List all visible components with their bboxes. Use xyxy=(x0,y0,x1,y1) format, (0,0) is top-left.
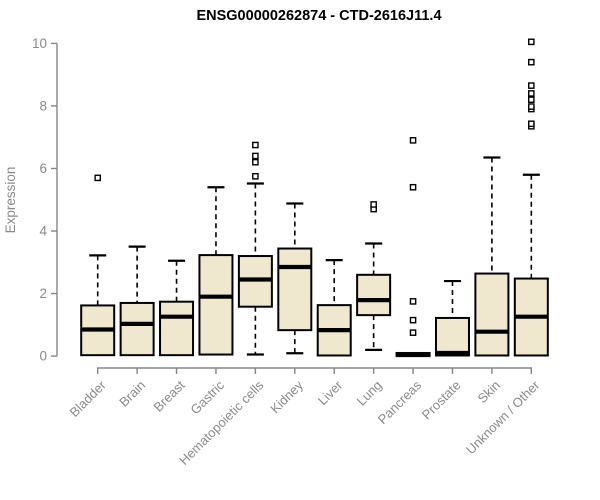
x-tick-label-prostate: Prostate xyxy=(419,378,464,423)
outlier-unknown-other xyxy=(528,103,535,110)
boxplot-kidney xyxy=(277,202,313,355)
outlier-pancreas xyxy=(409,298,417,305)
chart-title: ENSG00000262874 - CTD-2616J11.4 xyxy=(196,8,441,24)
x-tick-label-skin: Skin xyxy=(475,378,503,406)
outlier-hematopoietic-cells xyxy=(252,152,259,160)
outlier-hematopoietic-cells xyxy=(252,172,259,180)
x-tick-label-unknown-other: Unknown / Other xyxy=(463,377,543,457)
outlier-hematopoietic-cells xyxy=(252,158,259,166)
outlier-unknown-other xyxy=(528,90,535,97)
box-brain xyxy=(119,301,155,357)
outlier-bladder xyxy=(94,174,101,182)
outlier-unknown-other xyxy=(528,58,535,66)
outlier-unknown-other xyxy=(528,38,535,46)
boxplot-prostate xyxy=(434,279,470,357)
boxplot-liver xyxy=(316,259,352,357)
boxplot-skin xyxy=(474,156,510,357)
y-axis-label: Expression xyxy=(3,167,18,234)
outlier-pancreas xyxy=(409,183,417,191)
box-breast xyxy=(159,300,195,357)
x-tick-label-liver: Liver xyxy=(315,377,346,408)
outlier-unknown-other xyxy=(528,82,535,89)
outlier-hematopoietic-cells xyxy=(252,141,259,149)
outlier-unknown-other xyxy=(528,120,535,128)
box-kidney xyxy=(277,247,313,332)
y-tick-label: 6 xyxy=(39,161,47,176)
boxplot-gastric xyxy=(198,186,234,356)
boxplot-hematopoietic-cells xyxy=(237,141,273,356)
box-gastric xyxy=(198,254,234,356)
y-tick-label: 10 xyxy=(32,36,47,51)
y-tick-label: 0 xyxy=(39,349,47,364)
boxplot-series xyxy=(80,38,549,358)
boxplot-pancreas xyxy=(395,137,431,358)
x-tick-label-breast: Breast xyxy=(150,377,187,414)
boxplot-breast xyxy=(159,259,195,357)
outlier-pancreas xyxy=(409,329,417,336)
outlier-lung xyxy=(370,201,377,208)
y-tick-label: 2 xyxy=(39,286,47,301)
outlier-pancreas xyxy=(409,137,417,144)
box-prostate xyxy=(434,316,470,357)
x-tick-label-pancreas: Pancreas xyxy=(375,377,425,427)
y-tick-label: 8 xyxy=(39,98,47,113)
x-tick-label-kidney: Kidney xyxy=(267,377,306,416)
box-skin xyxy=(474,272,510,357)
x-tick-label-lung: Lung xyxy=(354,378,385,409)
outlier-unknown-other xyxy=(528,96,535,103)
y-tick-label: 4 xyxy=(39,224,47,239)
boxplot-bladder xyxy=(80,174,116,357)
x-tick-label-bladder: Bladder xyxy=(67,377,110,420)
outlier-pancreas xyxy=(409,316,417,324)
x-tick-label-brain: Brain xyxy=(116,378,148,410)
boxplot-unknown-other xyxy=(513,38,549,357)
box-lung xyxy=(356,273,392,317)
boxplot-lung xyxy=(356,201,392,351)
boxplot-brain xyxy=(119,245,155,357)
